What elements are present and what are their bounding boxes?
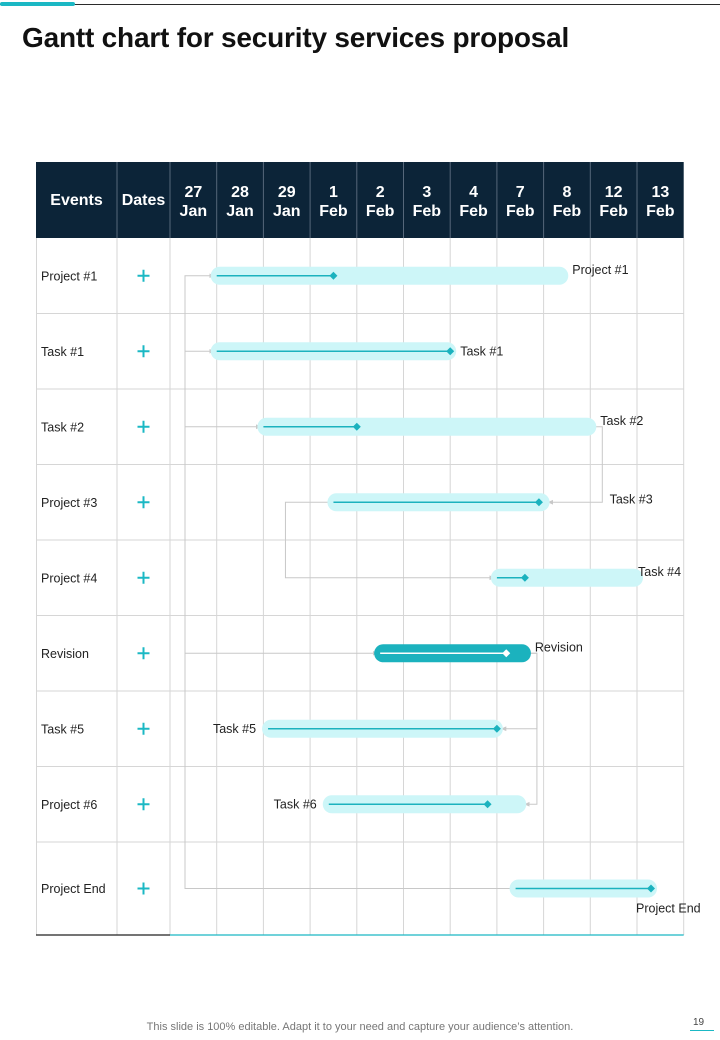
header-date-day: 13 xyxy=(651,184,669,201)
header-date-month: Feb xyxy=(506,203,535,220)
gantt-progress-marker xyxy=(329,271,338,280)
plus-icon xyxy=(137,269,150,282)
gantt-bar xyxy=(257,417,597,436)
header-date-day: 1 xyxy=(329,184,338,201)
connector-line xyxy=(184,348,215,889)
gantt-progress-marker xyxy=(352,422,361,431)
header-date-day: 12 xyxy=(605,184,623,201)
gantt-progress-marker xyxy=(446,347,455,356)
gantt-bar-label: Project #1 xyxy=(572,263,628,277)
header-date-day: 8 xyxy=(562,184,571,201)
plus-icon xyxy=(137,345,150,358)
gantt-bar-label: Task #4 xyxy=(638,565,681,579)
header-date-day: 3 xyxy=(422,184,431,201)
header-date-day: 2 xyxy=(376,184,385,201)
header-date-month: Jan xyxy=(226,203,254,220)
gantt-progress-marker xyxy=(520,573,529,582)
gantt-progress-marker xyxy=(647,884,656,893)
header-date-day: 4 xyxy=(469,184,478,201)
gantt-progress-marker xyxy=(492,724,501,733)
gantt-bar-label: Task #1 xyxy=(460,344,503,358)
gantt-bar xyxy=(210,266,569,285)
header-date-month: Feb xyxy=(553,203,582,220)
header-date-month: Feb xyxy=(319,203,348,220)
top-accent-bar xyxy=(0,2,75,6)
connector-line xyxy=(184,650,379,889)
header-date-month: Feb xyxy=(646,203,675,220)
plus-icon xyxy=(137,420,150,433)
header-date-month: Jan xyxy=(180,203,208,220)
row-event-label: Task #2 xyxy=(41,420,84,434)
header-events: Events xyxy=(50,192,103,209)
row-event-label: Task #5 xyxy=(41,722,84,736)
gantt-progress-marker xyxy=(483,800,492,809)
row-event-label: Task #1 xyxy=(41,345,84,359)
plus-icon xyxy=(137,798,150,811)
plus-icon xyxy=(137,882,150,895)
header-date-day: 28 xyxy=(231,184,249,201)
header-dates: Dates xyxy=(122,192,166,209)
row-event-label: Project #4 xyxy=(41,571,97,585)
plus-icon xyxy=(137,722,150,735)
row-event-label: Project #1 xyxy=(41,269,97,283)
top-rule xyxy=(0,4,720,5)
header-date-month: Feb xyxy=(366,203,395,220)
page-title: Gantt chart for security services propos… xyxy=(22,22,570,53)
header-date-month: Feb xyxy=(599,203,628,220)
gantt-bar-label: Project End xyxy=(636,902,701,916)
header-date-day: 27 xyxy=(184,184,202,201)
header-date-month: Feb xyxy=(413,203,442,220)
footer-note: This slide is 100% editable. Adapt it to… xyxy=(146,1021,574,1033)
gantt-bar-label: Task #6 xyxy=(274,797,317,811)
gantt-progress-marker xyxy=(502,649,511,658)
header-date-month: Jan xyxy=(273,203,301,220)
gantt-progress-marker xyxy=(534,498,543,507)
row-event-label: Project #6 xyxy=(41,798,97,812)
header-date-month: Feb xyxy=(459,203,488,220)
plus-icon xyxy=(137,496,150,509)
row-event-label: Project End xyxy=(41,882,106,896)
table-header-bg xyxy=(36,162,684,238)
header-date-day: 7 xyxy=(516,184,525,201)
page-number: 19 xyxy=(693,1017,705,1028)
plus-icon xyxy=(137,647,150,660)
connector-line xyxy=(284,501,495,581)
connector-line xyxy=(184,424,262,889)
gantt-bar-label: Task #5 xyxy=(213,722,256,736)
gantt-bar-label: Task #2 xyxy=(600,414,643,428)
header-date-day: 29 xyxy=(278,184,296,201)
row-event-label: Project #3 xyxy=(41,496,97,510)
row-event-label: Revision xyxy=(41,647,89,661)
page-number-underline xyxy=(690,1030,714,1031)
gantt-bar-label: Task #3 xyxy=(610,492,653,506)
plus-icon xyxy=(137,571,150,584)
gantt-bar-label: Revision xyxy=(535,640,583,654)
gantt-bar xyxy=(490,568,643,587)
